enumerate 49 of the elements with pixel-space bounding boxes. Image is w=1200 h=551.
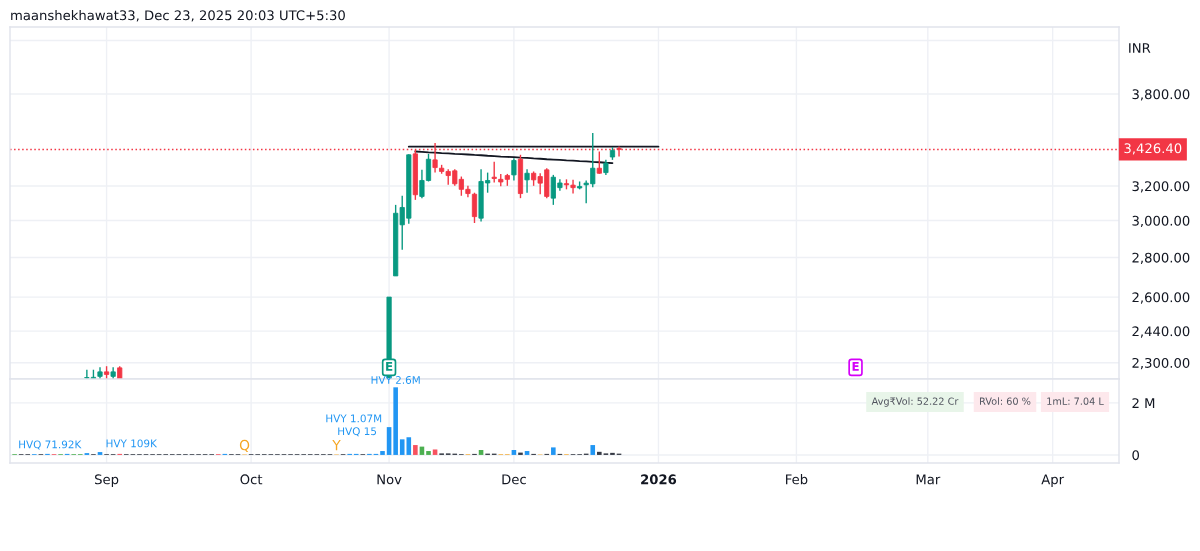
x-tick-label: Oct bbox=[240, 474, 263, 485]
annotation: HVY 2.6M bbox=[371, 376, 420, 384]
annotation: E bbox=[852, 362, 859, 371]
y-tick-label: 3,200.00 bbox=[1132, 181, 1190, 193]
annotation: HVY 1.07M bbox=[326, 414, 382, 423]
y-tick-label: 2,800.00 bbox=[1132, 252, 1190, 264]
x-tick-label: Mar bbox=[916, 474, 941, 485]
annotation: HVQ 15 bbox=[338, 427, 377, 437]
y-axis-title: INR bbox=[1129, 43, 1151, 53]
bar bbox=[393, 387, 398, 455]
candlestick bbox=[596, 150, 602, 175]
annotation: Q bbox=[239, 439, 250, 452]
y-tick-label: 3,000.00 bbox=[1132, 215, 1190, 228]
candlestick bbox=[491, 160, 497, 184]
x-tick-label: Apr bbox=[1041, 474, 1065, 487]
bar bbox=[97, 452, 103, 455]
y-tick-label: 2,440.00 bbox=[1132, 326, 1190, 338]
x-tick-label: Dec bbox=[502, 474, 526, 485]
bar bbox=[610, 452, 615, 455]
bar bbox=[380, 451, 385, 455]
annotation: E bbox=[386, 362, 393, 371]
candlestick bbox=[524, 168, 530, 194]
bar bbox=[432, 449, 438, 455]
x-tick-label: Feb bbox=[786, 474, 808, 485]
bar bbox=[426, 451, 431, 455]
y-tick-label: 0 bbox=[1132, 450, 1140, 461]
annotation: Y bbox=[332, 440, 341, 451]
line-series bbox=[414, 150, 614, 164]
y-tick-label: 2,300.00 bbox=[1132, 357, 1190, 370]
y-tick-label: 2 M bbox=[1132, 398, 1155, 408]
annotation: Avg₹Vol: 52.22 Cr bbox=[871, 397, 959, 407]
y-tick-label: 2,600.00 bbox=[1132, 292, 1190, 304]
annotation: HVY 109K bbox=[106, 439, 158, 448]
x-tick-label: Nov bbox=[377, 474, 402, 485]
y-tick-label: 3,800.00 bbox=[1132, 89, 1190, 101]
bar bbox=[590, 445, 596, 455]
candlestick bbox=[471, 192, 478, 224]
bar bbox=[597, 451, 602, 455]
annotation: HVQ 71.92K bbox=[19, 440, 82, 450]
ref-line-label: 3,426.40 bbox=[1124, 143, 1182, 155]
annotation: RVol: 60 % bbox=[980, 397, 1031, 405]
bar bbox=[518, 452, 523, 455]
x-tick-label: Sep bbox=[95, 474, 119, 487]
x-tick-label: 2026 bbox=[641, 474, 677, 485]
chart-title: maanshekhawat33, Dec 23, 2025 20:03 UTC+5:30 bbox=[11, 10, 345, 22]
annotation: 1mL: 7.04 L bbox=[1047, 397, 1104, 405]
bar bbox=[413, 445, 418, 455]
bar bbox=[551, 447, 556, 455]
candlestick bbox=[511, 157, 517, 182]
